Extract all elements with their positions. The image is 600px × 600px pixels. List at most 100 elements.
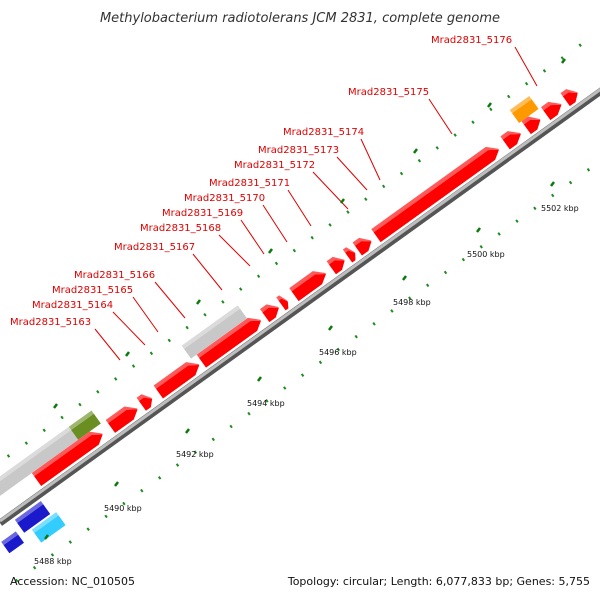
minor-tick-lower-10 <box>193 450 198 454</box>
cds-feature-5[interactable] <box>196 317 261 368</box>
minor-tick-upper-9 <box>113 377 118 381</box>
major-tick-upper-3 <box>268 248 273 254</box>
cds-feature-16-top <box>560 89 578 97</box>
minor-tick-upper-18 <box>274 261 279 266</box>
cds-feature-10[interactable] <box>342 247 356 263</box>
cds-feature-1[interactable] <box>31 431 103 487</box>
minor-tick-lower-21 <box>390 309 394 313</box>
minor-tick-upper-31 <box>507 94 511 99</box>
major-tick-upper-0 <box>53 403 58 409</box>
cds-feature-13[interactable] <box>500 131 521 150</box>
gene-label-5163[interactable]: Mrad2831_5163 <box>10 317 91 328</box>
minor-tick-lower-15 <box>283 386 287 390</box>
minor-tick-lower-26 <box>479 244 483 249</box>
cds-feature-16-body <box>562 92 578 107</box>
gene-label-5167[interactable]: Mrad2831_5167 <box>114 242 195 253</box>
minor-tick-upper-5 <box>42 428 46 433</box>
cyan-feature-body <box>34 515 66 543</box>
minor-tick-upper-8 <box>96 389 100 394</box>
cds-feature-5-top <box>196 317 261 358</box>
tick-label-5498: 5498 kbp <box>393 298 431 307</box>
gray-feature-2[interactable] <box>181 305 248 359</box>
major-tick-5 <box>402 275 407 281</box>
green-feature[interactable] <box>68 410 101 440</box>
orange-feature[interactable] <box>509 95 539 123</box>
gene-label-5176[interactable]: Mrad2831_5176 <box>431 35 512 46</box>
minor-tick-upper-29 <box>471 120 475 124</box>
major-tick-upper-2 <box>196 299 201 305</box>
gray-feature-2-body <box>183 308 248 359</box>
cds-feature-7-body <box>278 298 289 311</box>
gene-label-5165[interactable]: Mrad2831_5165 <box>52 285 133 296</box>
cds-feature-1-body <box>34 434 103 487</box>
blue-feature-1[interactable] <box>14 501 51 533</box>
minor-tick-lower-18 <box>336 347 341 352</box>
cds-feature-10-top <box>342 247 356 254</box>
label-connector-2 <box>132 296 159 333</box>
minor-tick-upper-20 <box>310 235 314 240</box>
cds-feature-15-body <box>543 104 562 121</box>
minor-tick-lower-22 <box>408 296 412 300</box>
major-tick-upper-5 <box>413 148 418 154</box>
cds-feature-2[interactable] <box>105 406 138 433</box>
label-connector-13 <box>514 46 538 87</box>
minor-tick-lower-23 <box>425 283 430 288</box>
major-tick-0 <box>44 534 49 540</box>
cds-feature-15[interactable] <box>541 101 562 121</box>
cds-feature-4-top <box>153 362 200 389</box>
cds-feature-16[interactable] <box>560 89 578 107</box>
cds-feature-4[interactable] <box>153 362 200 399</box>
gene-label-5171[interactable]: Mrad2831_5171 <box>209 178 290 189</box>
orange-feature-body <box>512 99 539 123</box>
gene-labels: Mrad2831_5163 Mrad2831_5164 Mrad2831_516… <box>10 35 512 328</box>
orange-feature-top <box>509 95 532 114</box>
minor-tick-upper-26 <box>417 158 422 163</box>
gene-label-5166[interactable]: Mrad2831_5166 <box>74 270 155 281</box>
genome-summary-text: Topology: circular; Length: 6,077,833 bp… <box>287 575 590 588</box>
cds-feature-6-top <box>260 304 279 313</box>
cds-feature-12[interactable] <box>371 146 499 243</box>
minor-tick-lower-2 <box>50 553 55 557</box>
minor-tick-upper-32 <box>524 81 529 86</box>
cds-feature-6[interactable] <box>260 304 279 323</box>
gene-label-5169[interactable]: Mrad2831_5169 <box>162 208 243 219</box>
cyan-feature[interactable] <box>31 512 66 543</box>
minor-tick-lower-9 <box>175 463 180 467</box>
gene-label-5173[interactable]: Mrad2831_5173 <box>258 145 339 156</box>
label-connector-9 <box>312 171 349 210</box>
major-tick-upper-1 <box>125 351 130 357</box>
cds-feature-3[interactable] <box>136 394 153 411</box>
cds-feature-8-body <box>291 274 326 302</box>
minor-tick-upper-34 <box>560 56 565 60</box>
gene-label-5172[interactable]: Mrad2831_5172 <box>234 160 315 171</box>
minor-tick-upper-21 <box>328 223 332 227</box>
tick-label-5502: 5502 kbp <box>541 204 579 213</box>
minor-tick-lower-4 <box>86 527 90 532</box>
gene-label-5170[interactable]: Mrad2831_5170 <box>184 193 265 204</box>
gene-label-5174[interactable]: Mrad2831_5174 <box>283 127 364 138</box>
cds-feature-14[interactable] <box>521 116 541 135</box>
minor-tick-lower-1 <box>32 565 37 570</box>
cds-feature-8[interactable] <box>289 271 326 302</box>
tick-label-5496: 5496 kbp <box>319 348 357 357</box>
blue-feature-2[interactable] <box>1 531 25 554</box>
green-feature-top <box>68 410 94 431</box>
minor-tick-lower-11 <box>211 437 215 442</box>
features <box>0 89 578 554</box>
gene-label-5168[interactable]: Mrad2831_5168 <box>140 223 221 234</box>
gene-label-5164[interactable]: Mrad2831_5164 <box>32 300 113 311</box>
gene-label-5175[interactable]: Mrad2831_5175 <box>348 87 429 98</box>
minor-tick-upper-33 <box>542 69 547 73</box>
minor-ticks <box>6 43 591 583</box>
cds-feature-7[interactable] <box>276 295 289 311</box>
cds-feature-6-body <box>262 307 279 323</box>
cds-feature-11-body <box>354 241 372 256</box>
accession-text: Accession: NC_010505 <box>10 575 135 588</box>
major-tick-2 <box>185 428 190 434</box>
cds-feature-9[interactable] <box>326 256 345 275</box>
label-connector-0 <box>94 328 121 361</box>
cds-feature-11[interactable] <box>352 237 372 256</box>
tick-label-5490: 5490 kbp <box>104 504 142 513</box>
gray-feature-1[interactable] <box>0 426 79 498</box>
